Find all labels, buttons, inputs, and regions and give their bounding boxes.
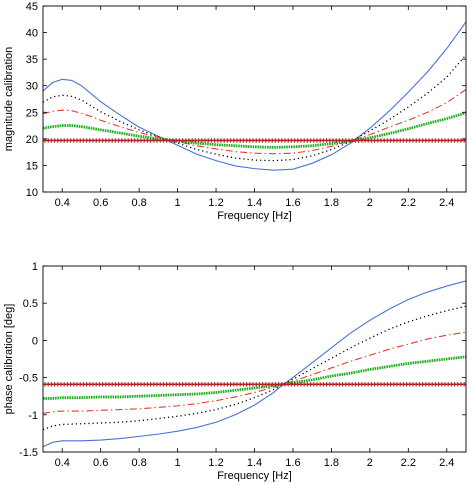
y-tick-label: 0.5 <box>23 298 38 310</box>
y-tick-label: 25 <box>26 107 38 119</box>
x-tick-label: 0.8 <box>131 457 146 469</box>
y-tick-label: 0 <box>32 335 38 347</box>
x-tick-label: 2.2 <box>401 197 416 209</box>
plot-frame <box>42 265 467 453</box>
series-line-2 <box>43 331 466 414</box>
x-tick-label: 0.8 <box>131 197 146 209</box>
x-tick-label: 1.4 <box>247 197 262 209</box>
series-line-3 <box>43 355 466 400</box>
x-tick-label: 0.6 <box>93 457 108 469</box>
x-tick-label: 1.2 <box>208 197 223 209</box>
series-line-0 <box>43 21 466 171</box>
x-tick-label: 2.4 <box>439 197 454 209</box>
x-tick-label: 2.4 <box>439 457 454 469</box>
x-tick-label: 1 <box>175 457 181 469</box>
x-axis-label: Frequency [Hz] <box>217 210 292 222</box>
x-tick-label: 2 <box>367 457 373 469</box>
series-line-2 <box>43 88 466 155</box>
x-tick-label: 1.6 <box>285 457 300 469</box>
series-line-3 <box>43 111 466 149</box>
y-tick-label: -1 <box>28 410 38 422</box>
series-line-0 <box>43 280 466 448</box>
y-axis-label: phase calibration [deg] <box>3 304 15 415</box>
x-tick-label: 1.8 <box>324 197 339 209</box>
series-line-1 <box>43 305 466 431</box>
y-tick-label: 40 <box>26 28 38 40</box>
x-tick-label: 1.6 <box>285 197 300 209</box>
y-tick-label: 10 <box>26 187 38 199</box>
series-line-1 <box>43 54 466 162</box>
x-tick-label: 2 <box>367 197 373 209</box>
x-tick-label: 1.8 <box>324 457 339 469</box>
x-tick-label: 0.6 <box>93 197 108 209</box>
y-tick-label: 45 <box>26 1 38 13</box>
plot-area <box>43 280 466 448</box>
y-tick-label: 20 <box>26 134 38 146</box>
x-tick-label: 0.4 <box>55 457 70 469</box>
x-tick-label: 0.4 <box>55 197 70 209</box>
x-tick-label: 1.2 <box>208 457 223 469</box>
y-tick-label: 1 <box>32 261 38 273</box>
x-tick-label: 1.4 <box>247 457 262 469</box>
magnitude-calibration-chart: 0.4 0.6 0.8 1 1.2 1.4 1.6 1.8 2 2.2 2.4 10 15 20 25 30 3… <box>3 1 467 222</box>
y-axis-label: magnitude calibration <box>3 47 15 152</box>
y-tick-label: -1.5 <box>19 447 38 459</box>
y-tick-label: 35 <box>26 54 38 66</box>
plot-frame <box>42 5 467 193</box>
x-axis-label: Frequency [Hz] <box>217 470 292 482</box>
x-tick-label: 2.2 <box>401 457 416 469</box>
y-tick-label: 30 <box>26 81 38 93</box>
phase-calibration-chart: 0.4 0.6 0.8 1 1.2 1.4 1.6 1.8 2 2.2 2.4 -1.5 -1 -0.5 0… <box>3 261 467 482</box>
plot-area <box>43 21 466 171</box>
y-tick-label: -0.5 <box>19 373 38 385</box>
y-tick-label: 15 <box>26 160 38 172</box>
x-tick-label: 1 <box>175 197 181 209</box>
